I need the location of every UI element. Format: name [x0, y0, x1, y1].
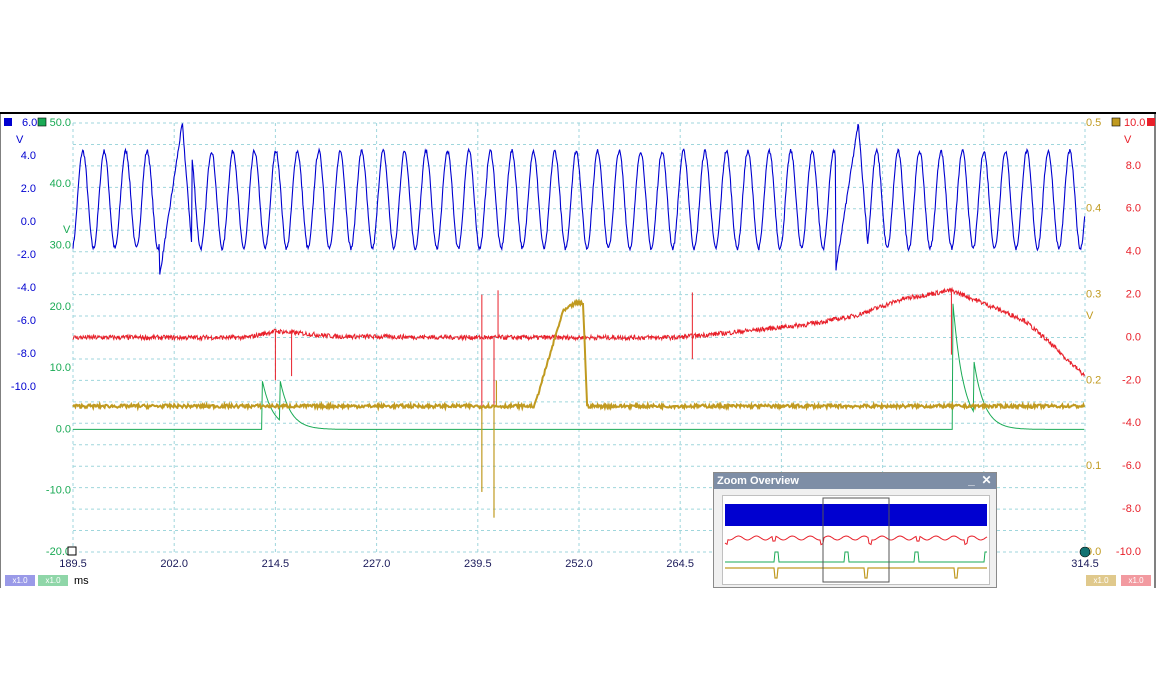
y-tick-label-gold: 0.1 [1086, 460, 1101, 472]
x-tick-label: 264.5 [666, 558, 694, 570]
scale-badge-blue: x1.0 [12, 576, 28, 585]
x-tick-label: 314.5 [1071, 558, 1099, 570]
y-tick-label-green: 20.0 [50, 301, 71, 313]
y-tick-label-red: 0.0 [1126, 331, 1141, 343]
close-button[interactable]: ✕ [981, 473, 992, 487]
green-trace [73, 303, 1085, 430]
y-tick-label-red: 2.0 [1126, 289, 1141, 301]
blue-trace [72, 123, 1086, 275]
y-tick-label-blue: -10.0 [11, 381, 36, 393]
x-unit-label: ms [74, 575, 89, 587]
channel-green-marker [37, 117, 47, 127]
y-tick-label-red: -6.0 [1122, 460, 1141, 472]
y-tick-label-blue: 4.0 [21, 150, 36, 162]
y-tick-label-green: 10.0 [50, 362, 71, 374]
axis-labels: 4.0 2.0 0.0 -2.0 -4.0 -6.0 -8.0 -10.0 50.0 40.0 30… [11, 117, 1146, 587]
scale-badge-gold-bg [1086, 575, 1116, 586]
y-tick-label-blue: -2.0 [17, 249, 36, 261]
y-tick-label-gold: 0.0 [1086, 546, 1101, 558]
scale-badge-gold: x1.0 [1093, 576, 1109, 585]
zoom-red-trace [724, 535, 988, 546]
y-tick-label-gold: 0.3 [1086, 289, 1101, 301]
red-trace [72, 286, 1086, 378]
zoom-overview-window[interactable]: Zoom Overview _ ✕ [713, 472, 997, 588]
gold-trace [72, 298, 1086, 412]
zoom-overview-title: Zoom Overview [717, 475, 799, 487]
zoom-blue-band [725, 504, 987, 526]
y-tick-label-blue: -6.0 [17, 315, 36, 327]
zoom-gold-trace [725, 567, 987, 579]
y-tick-label-green: 50.0 [50, 117, 71, 129]
x-tick-label: 227.0 [363, 558, 391, 570]
y-scale-max-red: 10.0 [1124, 117, 1145, 129]
traces [72, 123, 1086, 518]
zoom-overview-thumbnail [724, 497, 988, 583]
y-tick-label-green: 40.0 [50, 178, 71, 190]
y-tick-label-red: -8.0 [1122, 503, 1141, 515]
y-unit-blue: V [16, 134, 24, 146]
y-tick-label-green: -20.0 [46, 546, 71, 558]
minimize-button[interactable]: _ [968, 473, 975, 487]
y-tick-label-red: -10.0 [1116, 546, 1141, 558]
y-unit-green: V [63, 224, 71, 236]
markers: x1.0 x1.0 x1.0 x1.0 [4, 117, 1155, 586]
zoom-green-trace [725, 551, 987, 563]
y-tick-label-green: -10.0 [46, 485, 71, 497]
y-tick-label-blue: 0.0 [21, 216, 36, 228]
x-tick-label: 202.0 [160, 558, 188, 570]
zoom-overview-titlebar[interactable]: Zoom Overview _ ✕ [714, 473, 996, 489]
channel-red-marker [1147, 118, 1155, 126]
zoom-selection-box [822, 497, 890, 583]
scale-badge-blue-bg [5, 575, 35, 586]
y-tick-label-red: 6.0 [1126, 203, 1141, 215]
y-tick-label-green: 30.0 [50, 239, 71, 251]
x-tick-label: 214.5 [262, 558, 290, 570]
x-tick-label: 189.5 [59, 558, 87, 570]
y-tick-label-red: 8.0 [1126, 160, 1141, 172]
y-tick-label-blue: 2.0 [21, 183, 36, 195]
x-tick-label: 252.0 [565, 558, 593, 570]
cursor-end-marker [1079, 546, 1091, 558]
scale-badge-red-bg [1121, 575, 1151, 586]
zoom-overview-preview[interactable] [722, 495, 990, 585]
y-scale-max-blue: 6.0 [22, 117, 37, 129]
scale-badge-green-bg [38, 575, 68, 586]
x-tick-label: 239.5 [464, 558, 492, 570]
y-unit-gold: V [1086, 310, 1094, 322]
y-tick-label-red: 4.0 [1126, 246, 1141, 258]
grid [72, 122, 1086, 553]
y-tick-label-red: -4.0 [1122, 417, 1141, 429]
y-tick-label-gold: 0.5 [1086, 117, 1101, 129]
y-tick-label-gold: 0.2 [1086, 374, 1101, 386]
y-tick-label-green: 0.0 [56, 423, 71, 435]
scale-badge-red: x1.0 [1128, 576, 1144, 585]
channel-gold-marker [1111, 117, 1121, 127]
y-tick-label-blue: -8.0 [17, 348, 36, 360]
y-tick-label-gold: 0.4 [1086, 203, 1101, 215]
cursor-start-marker [67, 546, 77, 556]
y-tick-label-blue: -4.0 [17, 282, 36, 294]
channel-blue-marker [4, 118, 12, 126]
y-tick-label-red: -2.0 [1122, 374, 1141, 386]
y-unit-red: V [1124, 134, 1132, 146]
scale-badge-green: x1.0 [45, 576, 61, 585]
